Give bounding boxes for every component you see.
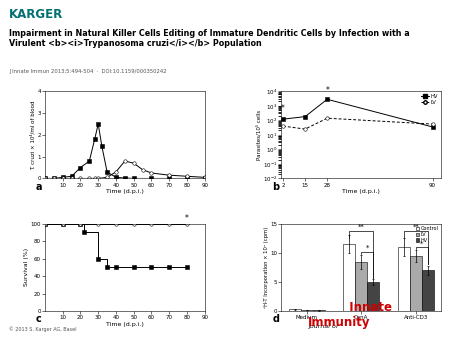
Text: *: *	[420, 240, 423, 246]
Text: b: b	[272, 182, 279, 192]
LV	[324, 116, 330, 120]
Text: *: *	[365, 245, 369, 251]
LV	[302, 127, 308, 131]
HV	[280, 117, 286, 121]
Bar	[313, 310, 324, 311]
Y-axis label: Survival (%): Survival (%)	[24, 248, 29, 286]
Legend: HV, LV: HV, LV	[421, 94, 438, 105]
Bar	[343, 244, 355, 311]
Bar	[301, 310, 313, 311]
Text: d: d	[272, 314, 279, 324]
Line: HV: HV	[281, 98, 434, 129]
Legend: Control, LV, HV: Control, LV, HV	[416, 226, 439, 243]
Y-axis label: T. cruzi × 10⁴/ml of blood: T. cruzi × 10⁴/ml of blood	[31, 100, 36, 170]
Line: LV: LV	[281, 117, 434, 131]
Text: **: **	[412, 224, 419, 230]
Bar	[398, 247, 410, 311]
X-axis label: Time (d.p.i.): Time (d.p.i.)	[106, 189, 144, 194]
Bar	[355, 262, 367, 311]
Bar	[422, 270, 434, 311]
Bar	[367, 282, 379, 311]
Y-axis label: Parasites/10⁵ cells: Parasites/10⁵ cells	[256, 110, 261, 160]
Text: Journal of: Journal of	[308, 323, 340, 329]
Text: *: *	[281, 104, 285, 113]
LV	[430, 122, 435, 126]
Bar	[410, 256, 422, 311]
LV	[280, 124, 286, 128]
Y-axis label: ³H-T Incorporation × 10⁴ (cpm): ³H-T Incorporation × 10⁴ (cpm)	[264, 227, 269, 308]
Bar	[288, 309, 301, 311]
Text: **: **	[358, 224, 364, 230]
Text: KARGER: KARGER	[9, 8, 63, 21]
Text: © 2013 S. Karger AG, Basel: © 2013 S. Karger AG, Basel	[9, 326, 77, 332]
Text: *: *	[185, 214, 189, 223]
HV	[430, 125, 435, 129]
Text: Innate
Immunity: Innate Immunity	[308, 300, 392, 329]
X-axis label: Time (d.p.i.): Time (d.p.i.)	[106, 321, 144, 327]
Text: *: *	[325, 86, 329, 95]
Text: Impairment in Natural Killer Cells Editing of Immature Dendritic Cells by Infect: Impairment in Natural Killer Cells Editi…	[9, 29, 410, 48]
HV	[324, 97, 330, 101]
Text: J Innate Immun 2013;5:494-504  ·  DOI:10.1159/000350242: J Innate Immun 2013;5:494-504 · DOI:10.1…	[9, 69, 166, 74]
Text: a: a	[36, 182, 42, 192]
HV	[302, 115, 308, 119]
Text: c: c	[36, 314, 42, 324]
X-axis label: Time (d.p.i.): Time (d.p.i.)	[342, 189, 380, 194]
